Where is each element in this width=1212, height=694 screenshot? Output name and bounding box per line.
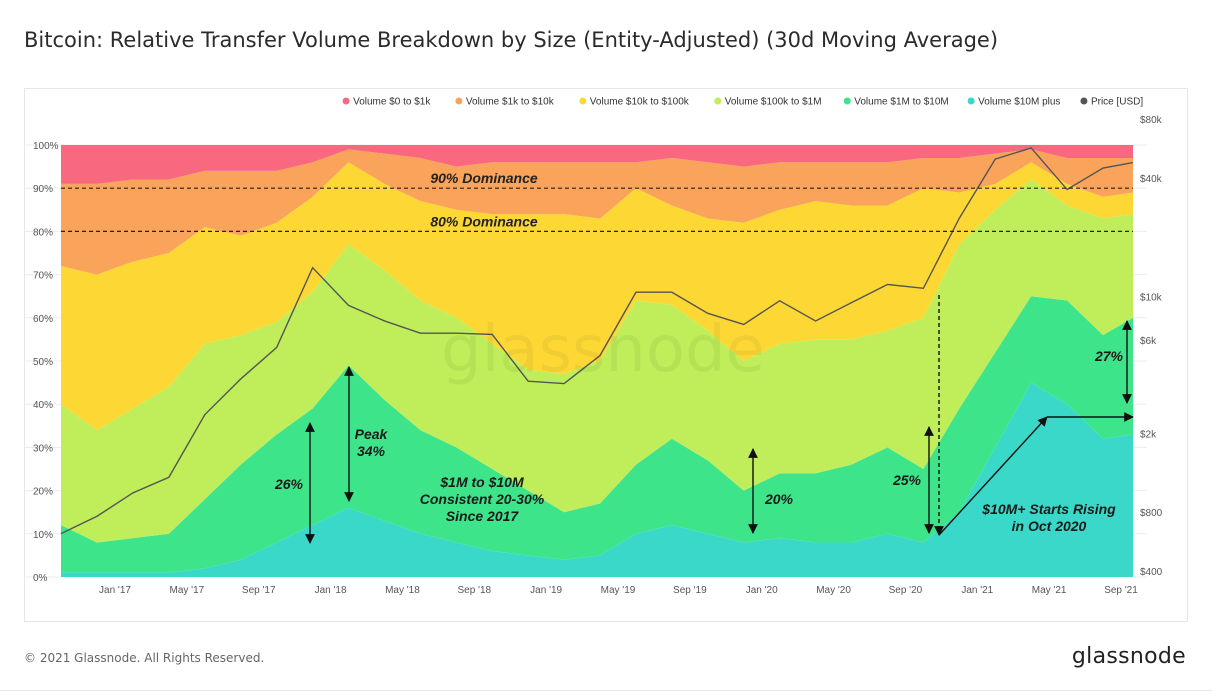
y-tick-label-left: 20% xyxy=(33,487,53,498)
x-tick-label: May '20 xyxy=(816,585,851,596)
y-tick-label-right: $80k xyxy=(1140,115,1163,126)
x-tick-label: Jan '21 xyxy=(961,585,993,596)
x-axis: Jan '17 May '17 Sep '17 Jan '18 May '18 Sep '… xyxy=(99,585,1138,596)
y-tick-label-right: $6k xyxy=(1140,336,1157,347)
footer-divider xyxy=(0,690,1212,691)
stacked-areas xyxy=(61,145,1133,577)
legend: Volume $0 to $1k Volume $1k to $10k Volume… xyxy=(342,97,1143,108)
chart-svg: 90% Dominance 80% Dominance 26% Peak 34% $1M… xyxy=(25,97,1163,596)
annotation-peak-34: Peak 34% xyxy=(355,426,389,459)
y-tick-label-right: $400 xyxy=(1140,567,1163,578)
x-tick-label: May '17 xyxy=(170,585,205,596)
legend-swatch xyxy=(1080,97,1088,105)
legend-swatch xyxy=(967,97,975,105)
page-title: Bitcoin: Relative Transfer Volume Breakd… xyxy=(24,28,999,52)
y-axis-right: $400 $800 $2k $6k $10k $40k $80k xyxy=(1140,115,1163,578)
watermark: glassnode xyxy=(441,313,765,387)
annotation-10m-rising: $10M+ Starts Rising in Oct 2020 xyxy=(981,501,1116,534)
area-v1m_10m xyxy=(61,296,1133,573)
legend-swatch xyxy=(843,97,851,105)
footer-brand-logo: glassnode xyxy=(1071,644,1186,669)
x-tick-label: Sep '19 xyxy=(673,585,707,596)
y-axis-left: 0% 10% 20% 30% 40% 50% 60% 70% 80% 90% 100% xyxy=(33,141,59,584)
reference-line-label: 80% Dominance xyxy=(430,213,538,229)
y-tick-label-right: $2k xyxy=(1140,430,1157,441)
annotation-arrow-rising xyxy=(938,416,1048,536)
reference-line-label: 90% Dominance xyxy=(430,170,538,186)
x-tick-label: Jan '19 xyxy=(530,585,562,596)
y-tick-label-left: 80% xyxy=(33,227,53,238)
legend-swatch xyxy=(714,97,722,105)
legend-swatch xyxy=(579,97,587,105)
legend-label: Volume $0 to $1k xyxy=(353,97,431,108)
y-tick-label-left: 10% xyxy=(33,530,53,541)
annotation-26: 26% xyxy=(274,476,304,492)
y-tick-label-left: 30% xyxy=(33,443,53,454)
x-tick-label: Sep '18 xyxy=(457,585,491,596)
x-tick-label: Jan '18 xyxy=(315,585,347,596)
annotation-25: 25% xyxy=(892,472,922,488)
x-tick-label: May '19 xyxy=(601,585,636,596)
y-tick-label-left: 50% xyxy=(33,357,53,368)
area-v0_1k xyxy=(61,145,1133,184)
footer-copyright: © 2021 Glassnode. All Rights Reserved. xyxy=(24,651,265,665)
x-tick-label: May '18 xyxy=(385,585,420,596)
y-tick-label-left: 40% xyxy=(33,400,53,411)
x-tick-label: Jan '20 xyxy=(746,585,778,596)
legend-swatch xyxy=(342,97,350,105)
annotation-20: 20% xyxy=(764,491,794,507)
reference-lines: 90% Dominance 80% Dominance xyxy=(61,170,1133,232)
x-tick-label: Sep '17 xyxy=(242,585,276,596)
y-tick-label-right: $10k xyxy=(1140,292,1163,303)
chart-frame: 90% Dominance 80% Dominance 26% Peak 34% $1M… xyxy=(24,88,1188,622)
y-tick-label-right: $800 xyxy=(1140,508,1163,519)
legend-swatch xyxy=(455,97,463,105)
area-v1k_10k xyxy=(61,149,1133,275)
y-tick-label-left: 0% xyxy=(33,573,48,584)
annotation-27: 27% xyxy=(1094,348,1124,364)
y-tick-label-left: 100% xyxy=(33,141,59,152)
x-tick-label: May '21 xyxy=(1032,585,1067,596)
legend-label: Volume $10k to $100k xyxy=(590,97,690,108)
x-tick-label: Jan '17 xyxy=(99,585,131,596)
legend-label: Price [USD] xyxy=(1091,97,1143,108)
x-tick-label: Sep '21 xyxy=(1104,585,1138,596)
y-tick-label-right: $40k xyxy=(1140,174,1163,185)
y-tick-label-left: 90% xyxy=(33,184,53,195)
area-v10k_100k xyxy=(61,162,1133,431)
x-tick-label: Sep '20 xyxy=(889,585,923,596)
annotations: 26% Peak 34% $1M to $10M Consistent 20-30% Si… xyxy=(274,295,1134,544)
legend-label: Volume $1M to $10M xyxy=(854,97,949,108)
legend-label: Volume $100k to $1M xyxy=(725,97,822,108)
legend-label: Volume $10M plus xyxy=(978,97,1060,108)
area-v10m_plus xyxy=(61,382,1133,577)
price-line-group xyxy=(60,147,1134,535)
y-tick-label-left: 70% xyxy=(33,271,53,282)
legend-label: Volume $1k to $10k xyxy=(466,97,555,108)
price-line xyxy=(60,147,1134,535)
y-tick-label-left: 60% xyxy=(33,314,53,325)
area-v100k_1m xyxy=(61,179,1133,543)
annotation-1m-10m: $1M to $10M Consistent 20-30% Since 2017 xyxy=(420,474,545,524)
